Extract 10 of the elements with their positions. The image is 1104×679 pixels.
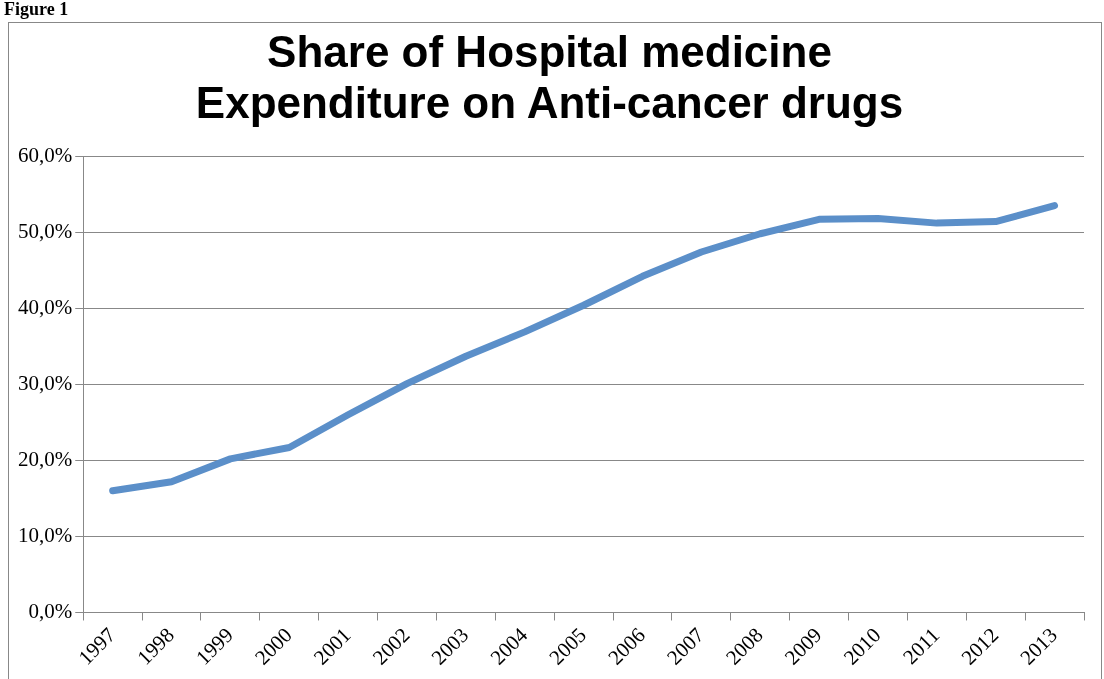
y-tick-label: 50,0% [17, 218, 73, 243]
y-tick-label: 20,0% [17, 446, 73, 471]
y-tick-label: 0,0% [28, 599, 73, 623]
x-tick-label: 2011 [898, 622, 945, 669]
y-tick-label: 10,0% [17, 522, 73, 547]
caption: Figure 1 [4, 0, 69, 19]
chart-title: Share of Hospital medicine Expenditure on Anti-cancer drugs [195, 27, 904, 128]
y-tick-label: 30,0% [17, 370, 73, 395]
y-tick-label: 60,0% [17, 142, 73, 167]
y-tick-label: 40,0% [17, 294, 73, 319]
